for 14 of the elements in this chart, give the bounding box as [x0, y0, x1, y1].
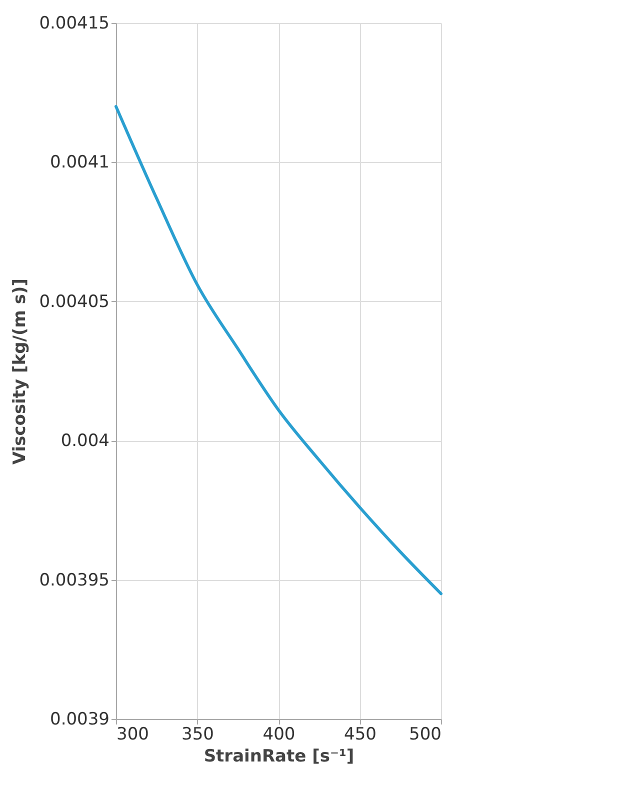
x-tick-label: 350 — [182, 724, 214, 744]
x-axis-title: StrainRate [s⁻¹] — [204, 746, 354, 766]
y-tick-label: 0.00405 — [39, 292, 110, 312]
y-tick-label: 0.00395 — [39, 570, 110, 590]
x-tick-label: 500 — [409, 724, 442, 744]
y-tick-label: 0.0039 — [50, 710, 110, 730]
x-tick-label: 400 — [262, 724, 296, 744]
x-tick-label: 450 — [344, 724, 376, 744]
y-tick-label: 0.004 — [60, 431, 110, 452]
y-tick-label: 0.00415 — [39, 14, 110, 34]
y-axis-title: Viscosity [kg/(m s)] — [10, 278, 30, 465]
x-tick-label: 300 — [116, 724, 149, 744]
y-tick-label: 0.0041 — [50, 152, 110, 173]
line-series — [114, 105, 442, 596]
